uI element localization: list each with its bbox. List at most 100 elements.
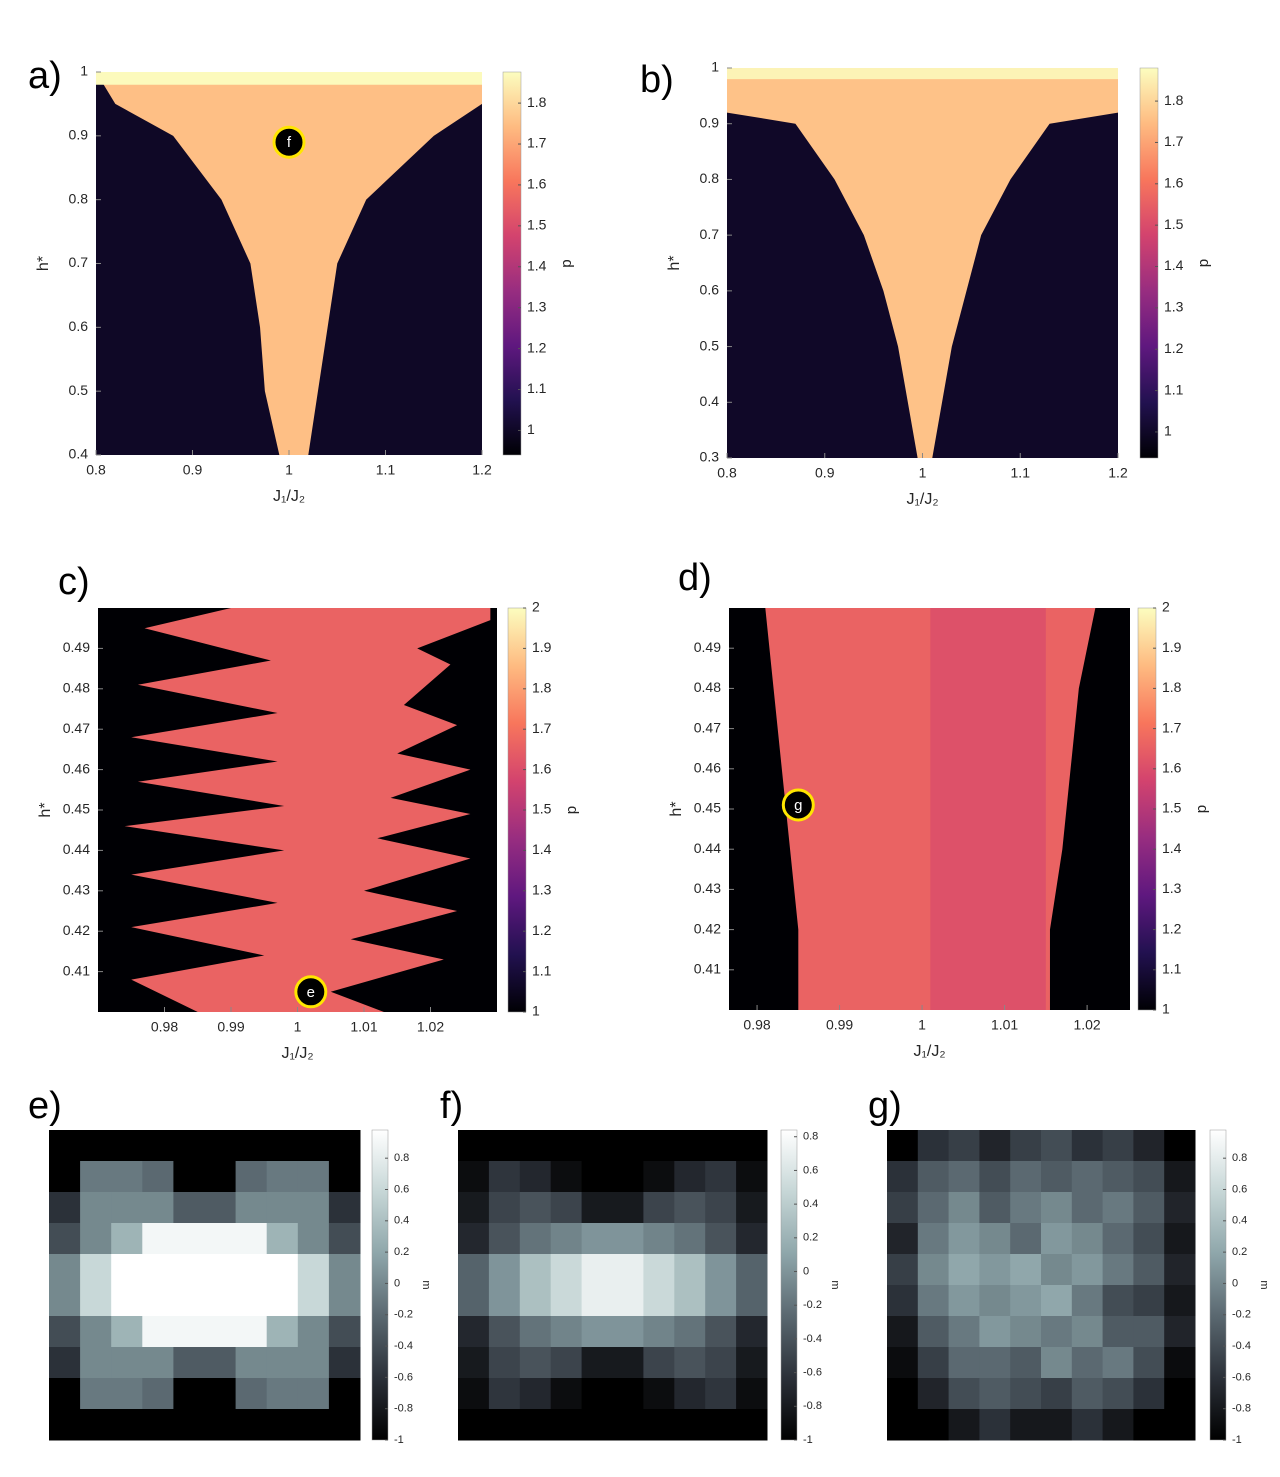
y-tick-label: 0.48 xyxy=(694,679,721,695)
heatmap-cell xyxy=(328,1409,361,1441)
colorbar-label: d xyxy=(564,806,581,814)
heatmap-cell xyxy=(173,1192,205,1224)
heatmap-cell xyxy=(488,1130,521,1162)
heatmap-region xyxy=(124,608,491,1012)
heatmap-cell xyxy=(581,1192,613,1224)
colorbar-tick-label: 1.4 xyxy=(527,257,547,273)
colorbar-tick-label: 2 xyxy=(1162,599,1170,615)
colorbar-tick-label: -0.4 xyxy=(394,1340,413,1352)
y-tick-label: 0.47 xyxy=(694,719,721,735)
heatmap-cell xyxy=(948,1223,980,1255)
colorbar-tick-label: -0.2 xyxy=(1232,1309,1251,1321)
x-tick-label: 1.02 xyxy=(1073,1017,1100,1033)
heatmap-cell xyxy=(488,1347,521,1379)
heatmap-cell xyxy=(612,1316,644,1348)
heatmap-cell xyxy=(458,1316,490,1348)
heatmap-cell xyxy=(979,1316,1011,1348)
y-tick-label: 0.5 xyxy=(700,337,720,353)
heatmap-cell xyxy=(1010,1285,1042,1317)
heatmap-cell xyxy=(1010,1161,1042,1193)
heatmap-cell xyxy=(458,1347,490,1379)
heatmap-cell xyxy=(328,1223,361,1255)
heatmap-cell xyxy=(917,1130,950,1162)
heatmap-cell xyxy=(204,1130,237,1162)
heatmap-cell xyxy=(581,1161,613,1193)
heatmap-cell xyxy=(1010,1254,1042,1286)
x-tick-label: 0.9 xyxy=(183,462,203,478)
heatmap-cell xyxy=(142,1409,174,1441)
heatmap-cell xyxy=(297,1316,330,1348)
colorbar-tick-label: -0.4 xyxy=(803,1333,822,1345)
heatmap-cell xyxy=(643,1130,675,1162)
heatmap-cell xyxy=(643,1192,675,1224)
x-tick-label: 1.1 xyxy=(1011,465,1031,481)
heatmap-cell xyxy=(550,1161,583,1193)
panel-label: a) xyxy=(28,55,62,97)
heatmap-cell xyxy=(111,1254,143,1286)
colorbar-tick-label: 0.6 xyxy=(803,1164,818,1176)
heatmap-cell xyxy=(643,1316,675,1348)
y-axis-label: h* xyxy=(35,256,52,271)
heatmap-cell xyxy=(1041,1378,1073,1410)
heatmap-cell xyxy=(1071,1347,1104,1379)
x-axis-label: J₁/J₂ xyxy=(906,491,938,508)
heatmap-cell xyxy=(204,1223,237,1255)
heatmap-cell xyxy=(581,1254,613,1286)
heatmap-cell xyxy=(550,1347,583,1379)
heatmap-cell xyxy=(1041,1130,1073,1162)
heatmap-cell xyxy=(979,1223,1011,1255)
y-tick-label: 1 xyxy=(80,63,88,79)
colorbar-tick-label: -0.8 xyxy=(803,1400,822,1412)
panel-label: g) xyxy=(868,1085,902,1127)
colorbar-tick-label: 1.4 xyxy=(1164,257,1184,273)
heatmap-region xyxy=(930,608,1046,1010)
heatmap-cell xyxy=(887,1161,919,1193)
heatmap-cell xyxy=(49,1285,81,1317)
colorbar-tick-label: 1.7 xyxy=(532,720,552,736)
heatmap-cell xyxy=(1133,1161,1165,1193)
colorbar-tick-label: -0.4 xyxy=(1232,1340,1251,1352)
y-tick-label: 0.46 xyxy=(63,760,90,776)
annotation-label: e xyxy=(307,984,315,1001)
colorbar xyxy=(371,1129,389,1441)
heatmap-cell xyxy=(917,1285,950,1317)
heatmap-cell xyxy=(1164,1285,1196,1317)
heatmap-cell xyxy=(705,1254,737,1286)
heatmap-cell xyxy=(173,1254,205,1286)
annotation-marker xyxy=(294,975,328,1009)
heatmap-cell xyxy=(235,1223,268,1255)
colorbar-tick-label: -0.6 xyxy=(803,1367,822,1379)
heatmap-cell xyxy=(887,1409,919,1441)
heatmap-cell xyxy=(1010,1316,1042,1348)
heatmap-cell xyxy=(736,1254,768,1286)
heatmap-cell xyxy=(581,1130,613,1162)
heatmap-cell xyxy=(550,1285,583,1317)
x-tick-label: 0.9 xyxy=(815,465,835,481)
heatmap-cell xyxy=(488,1285,521,1317)
colorbar-tick-label: -0.6 xyxy=(1232,1371,1251,1383)
x-axis-label: J₁/J₂ xyxy=(913,1043,945,1060)
heatmap-cell xyxy=(1102,1254,1134,1286)
heatmap-cell xyxy=(948,1130,980,1162)
heatmap-cell xyxy=(979,1409,1011,1441)
heatmap-cell xyxy=(204,1409,237,1441)
colorbar-tick-label: 1.3 xyxy=(527,298,547,314)
heatmap-cell xyxy=(581,1223,613,1255)
heatmap-cell xyxy=(80,1254,112,1286)
heatmap-cell xyxy=(173,1161,205,1193)
heatmap-cell xyxy=(80,1223,112,1255)
heatmap-cell xyxy=(550,1254,583,1286)
heatmap-cell xyxy=(674,1130,706,1162)
heatmap-cell xyxy=(550,1192,583,1224)
y-tick-label: 0.5 xyxy=(69,382,89,398)
heatmap-cell xyxy=(519,1130,552,1162)
heatmap-cell xyxy=(266,1409,299,1441)
heatmap-cell xyxy=(80,1316,112,1348)
heatmap-cell xyxy=(736,1192,768,1224)
heatmap-cell xyxy=(297,1378,330,1410)
heatmap-cell xyxy=(49,1409,81,1441)
heatmap-cell xyxy=(1164,1130,1196,1162)
heatmap-cell xyxy=(1041,1285,1073,1317)
y-tick-label: 0.45 xyxy=(694,800,721,816)
heatmap-cell xyxy=(1010,1347,1042,1379)
